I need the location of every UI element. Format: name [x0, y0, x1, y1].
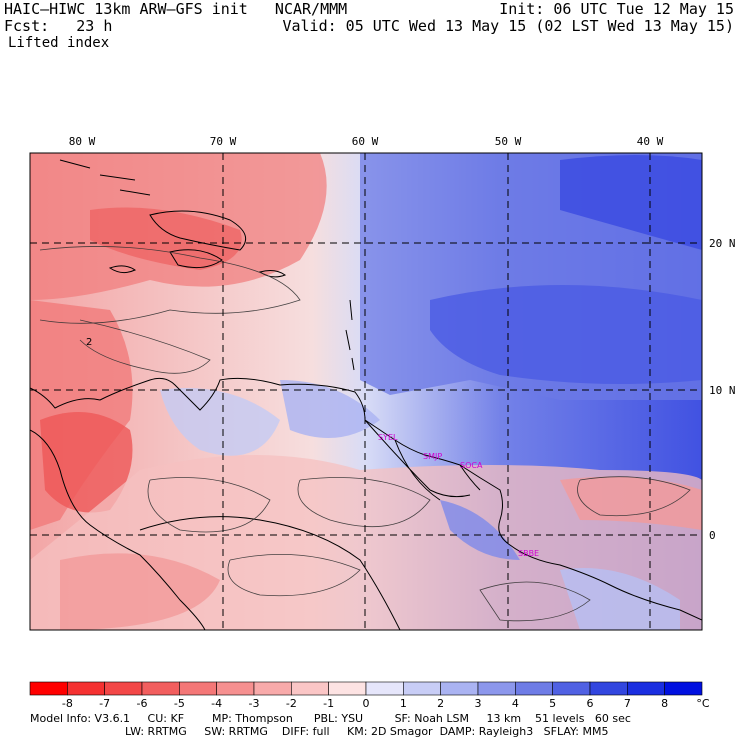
- colorbar-swatch: [440, 681, 479, 696]
- colorbar-tick-label: 7: [624, 697, 631, 710]
- forecast-hour: Fcst: 23 h: [4, 17, 113, 35]
- colorbar-tick-label: 5: [549, 697, 556, 710]
- colorbar: -8 -7 -6 -5 -4 -3 -2 -1 0 1 2 3 4 5 6 7 8 °C: [29, 681, 710, 710]
- colorbar-tick-label: -2: [286, 697, 297, 710]
- colorbar-swatch: [216, 681, 255, 696]
- colorbar-tick-label: 0: [363, 697, 370, 710]
- model-physics-line: LW: RRTMG SW: RRTMG DIFF: full KM: 2D Sm…: [125, 725, 609, 738]
- lon-label-80w: 80 W: [69, 135, 96, 148]
- colorbar-swatch: [403, 681, 441, 696]
- colorbar-swatch: [328, 681, 367, 696]
- contour-label: 2: [86, 337, 92, 348]
- colorbar-tick-label: -8: [62, 697, 73, 710]
- contours: [39, 246, 691, 622]
- colorbar-swatch: [477, 681, 516, 696]
- model-info-line: Model Info: V3.6.1 CU: KF MP: Thompson P…: [30, 712, 631, 725]
- colorbar-tick-label: -1: [323, 697, 334, 710]
- lon-label-50w: 50 W: [495, 135, 522, 148]
- map-field: 2: [30, 153, 702, 630]
- colorbar-tick-label: 3: [475, 697, 482, 710]
- colorbar-swatch: [104, 681, 143, 696]
- graticule: [30, 153, 702, 630]
- colorbar-swatch: [29, 681, 68, 696]
- valid-time: Valid: 05 UTC Wed 13 May 15 (02 LST Wed …: [282, 17, 734, 35]
- model-title: HAIC–HIWC 13km ARW–GFS init NCAR/MMM: [4, 0, 348, 18]
- lat-label-0: 0: [709, 529, 716, 542]
- colorbar-tick-label: 6: [587, 697, 594, 710]
- station-syel: SYEL: [378, 433, 398, 442]
- map-frame: [29, 152, 703, 631]
- colorbar-tick-label: -4: [211, 697, 222, 710]
- colorbar-swatch: [365, 681, 404, 696]
- colorbar-tick-label: -6: [137, 697, 148, 710]
- lon-label-70w: 70 W: [210, 135, 237, 148]
- colorbar-swatch: [253, 681, 292, 696]
- colorbar-tick-label: 2: [437, 697, 444, 710]
- colorbar-swatch: [179, 681, 217, 696]
- station-sbbe: SBBE: [518, 549, 539, 558]
- colorbar-swatch: [552, 681, 591, 696]
- lon-label-40w: 40 W: [637, 135, 664, 148]
- colorbar-swatch: [291, 681, 329, 696]
- colorbar-swatch: [589, 681, 628, 696]
- station-soca: SOCA: [460, 461, 483, 470]
- colorbar-swatch: [67, 681, 105, 696]
- colorbar-unit: °C: [696, 697, 710, 710]
- colorbar-tick-label: 8: [661, 697, 668, 710]
- colorbar-swatch: [141, 681, 180, 696]
- field-name: Lifted index: [8, 35, 110, 51]
- colorbar-swatch: [627, 681, 665, 696]
- colorbar-tick-label: -7: [99, 697, 110, 710]
- colorbar-tick-label: -5: [174, 697, 185, 710]
- lat-label-10n: 10 N: [709, 384, 736, 397]
- colorbar-swatch: [515, 681, 553, 696]
- lon-label-60w: 60 W: [352, 135, 379, 148]
- init-time: Init: 06 UTC Tue 12 May 15: [499, 0, 734, 18]
- colorbar-tick-label: -3: [249, 697, 260, 710]
- lat-label-20n: 20 N: [709, 237, 736, 250]
- colorbar-swatch: [664, 681, 703, 696]
- colorbar-tick-label: 4: [512, 697, 519, 710]
- station-smjp: SMJP: [423, 452, 442, 461]
- colorbar-tick-label: 1: [400, 697, 407, 710]
